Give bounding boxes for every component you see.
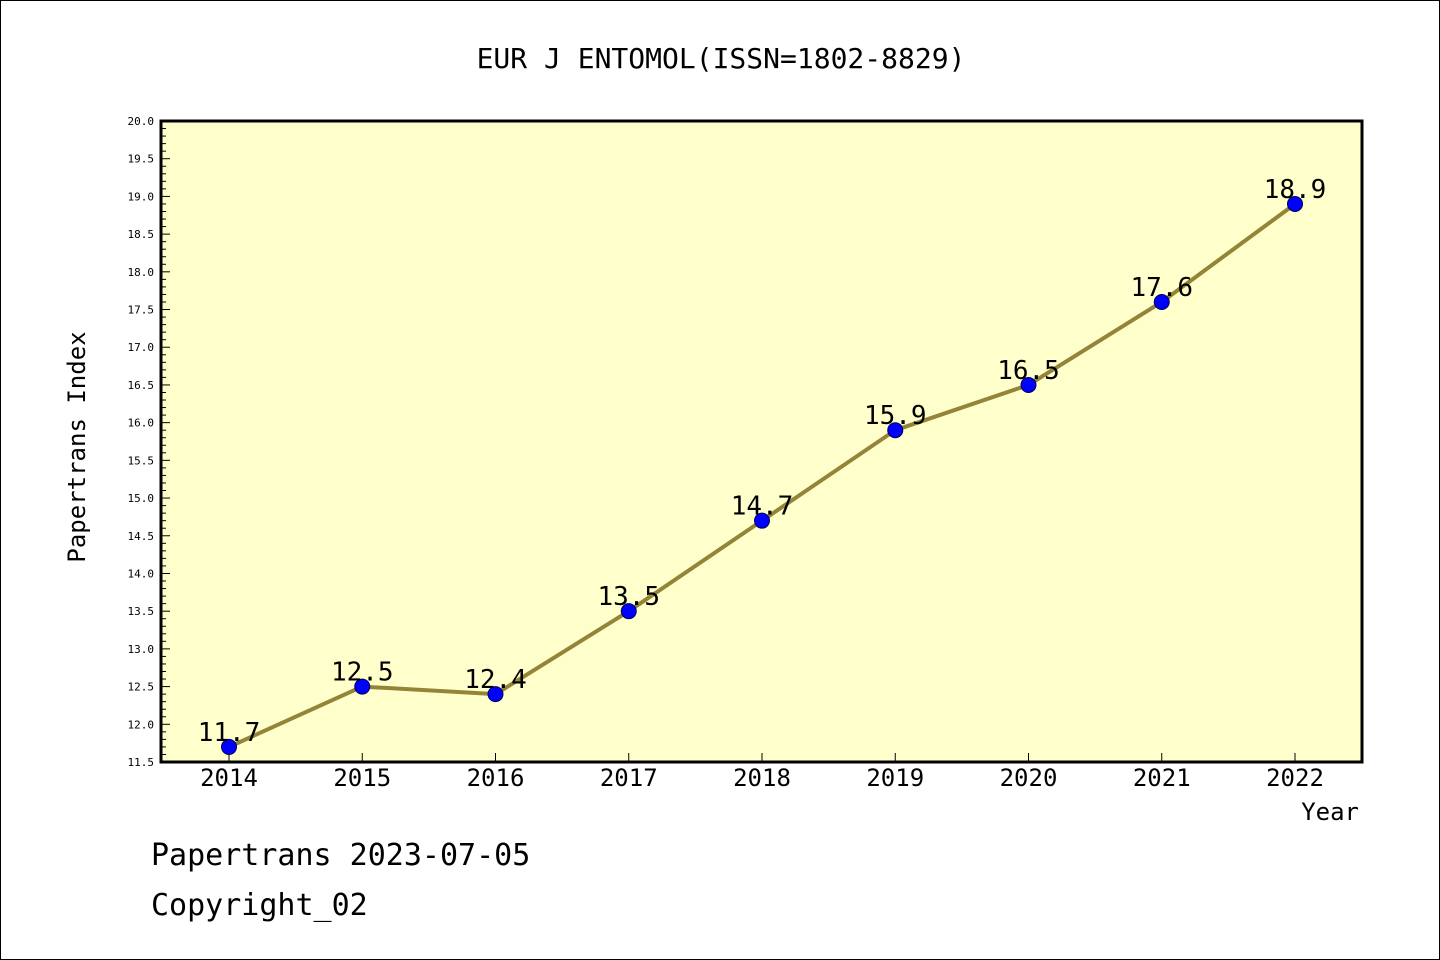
x-tick-label: 2020: [1000, 764, 1058, 792]
data-label: 14.7: [731, 492, 794, 522]
chart-title: EUR J ENTOMOL(ISSN=1802-8829): [477, 42, 966, 75]
x-tick-label: 2016: [467, 764, 525, 792]
y-tick-label: 14.0: [128, 567, 155, 580]
data-label: 12.4: [464, 665, 527, 695]
y-tick-label: 19.5: [128, 153, 155, 166]
x-tick-label: 2017: [600, 764, 658, 792]
y-tick-label: 12.5: [128, 681, 155, 694]
data-label: 12.5: [331, 658, 394, 688]
x-tick-label: 2018: [733, 764, 791, 792]
x-tick-label: 2019: [866, 764, 924, 792]
data-label: 11.7: [198, 718, 261, 748]
data-label: 13.5: [597, 582, 660, 612]
x-tick-label: 2022: [1266, 764, 1324, 792]
y-tick-label: 11.5: [128, 756, 155, 769]
data-label: 16.5: [997, 356, 1060, 386]
y-tick-label: 12.0: [128, 718, 155, 731]
y-tick-label: 14.5: [128, 530, 155, 543]
data-point: [620, 603, 637, 620]
data-point: [487, 686, 504, 703]
data-point: [1020, 376, 1037, 393]
y-tick-label: 16.5: [128, 379, 155, 392]
y-tick-label: 13.5: [128, 605, 155, 618]
y-tick-label: 18.5: [128, 228, 155, 241]
data-point: [221, 738, 237, 755]
footer-date: Papertrans 2023-07-05: [151, 838, 530, 873]
data-point: [1153, 293, 1170, 310]
data-point: [887, 422, 904, 439]
data-point: [754, 512, 770, 529]
y-tick-label: 15.5: [128, 454, 155, 467]
plot-frame: [159, 119, 1364, 764]
y-tick-label: 17.0: [128, 341, 155, 354]
y-tick-label: 17.5: [128, 304, 155, 317]
y-tick-label: 19.0: [128, 190, 155, 203]
data-label: 17.6: [1130, 273, 1193, 303]
y-tick-label: 15.0: [128, 492, 155, 505]
data-point: [1287, 195, 1303, 212]
x-tick-label: 2021: [1133, 764, 1191, 792]
y-axis-title: Papertrans Index: [63, 331, 91, 562]
y-tick-label: 18.0: [128, 266, 155, 279]
data-point: [354, 678, 371, 695]
y-tick-label: 16.0: [128, 417, 155, 430]
footer-copyright: Copyright_02: [151, 888, 368, 923]
x-tick-label: 2014: [200, 764, 258, 792]
y-tick-label: 13.0: [128, 643, 155, 656]
data-label: 18.9: [1264, 175, 1327, 205]
y-tick-label: 20.0: [128, 115, 155, 128]
data-label: 15.9: [864, 401, 927, 431]
x-tick-label: 2015: [333, 764, 391, 792]
plot-area: [161, 121, 1362, 762]
x-axis-title: Year: [1301, 798, 1359, 826]
